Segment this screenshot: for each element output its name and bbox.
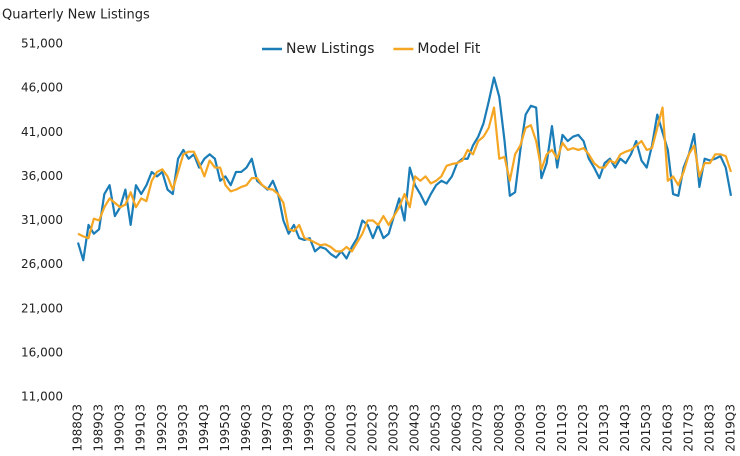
x-tick-label: 2008Q3 bbox=[492, 404, 506, 452]
x-tick-label: 1993Q3 bbox=[176, 404, 190, 452]
x-tick-label: 2005Q3 bbox=[429, 404, 443, 452]
x-tick-label: 2000Q3 bbox=[323, 404, 337, 452]
x-tick-label: 1991Q3 bbox=[134, 404, 148, 452]
y-tick-label: 46,000 bbox=[21, 81, 63, 95]
y-tick-label: 16,000 bbox=[21, 345, 63, 359]
x-tick-label: 1994Q3 bbox=[197, 404, 211, 452]
x-tick-label: 2017Q3 bbox=[681, 404, 695, 452]
x-tick-label: 2013Q3 bbox=[597, 404, 611, 452]
x-tick-label: 2015Q3 bbox=[639, 404, 653, 452]
x-tick-label: 2001Q3 bbox=[344, 404, 358, 452]
x-tick-label: 2014Q3 bbox=[618, 404, 632, 452]
series-line bbox=[76, 76, 733, 262]
x-tick-label: 1998Q3 bbox=[281, 404, 295, 452]
x-tick-label: 1995Q3 bbox=[218, 404, 232, 452]
legend-label: Model Fit bbox=[417, 41, 480, 57]
x-tick-label: 2011Q3 bbox=[555, 404, 569, 452]
x-tick-label: 2016Q3 bbox=[660, 404, 674, 452]
y-tick-label: 11,000 bbox=[21, 390, 63, 404]
x-tick-label: 2019Q3 bbox=[724, 404, 738, 452]
series-line bbox=[77, 106, 733, 253]
y-tick-label: 41,000 bbox=[21, 125, 63, 139]
x-tick-label: 2007Q3 bbox=[471, 404, 485, 452]
x-tick-label: 1988Q3 bbox=[71, 404, 85, 452]
x-tick-label: 2012Q3 bbox=[576, 404, 590, 452]
y-tick-label: 21,000 bbox=[21, 301, 63, 315]
x-tick-label: 1990Q3 bbox=[113, 404, 127, 452]
x-tick-label: 2018Q3 bbox=[702, 404, 716, 452]
x-tick-label: 1997Q3 bbox=[260, 404, 274, 452]
chart-title: Quarterly New Listings bbox=[2, 8, 150, 23]
x-tick-label: 2009Q3 bbox=[513, 404, 527, 452]
y-tick-label: 26,000 bbox=[21, 257, 63, 271]
x-tick-label: 1996Q3 bbox=[239, 404, 253, 452]
x-tick-label: 2010Q3 bbox=[534, 404, 548, 452]
y-tick-label: 36,000 bbox=[21, 169, 63, 183]
x-tick-label: 1992Q3 bbox=[155, 404, 169, 452]
y-tick-label: 31,000 bbox=[21, 213, 63, 227]
legend-label: New Listings bbox=[286, 41, 374, 57]
x-tick-label: 2004Q3 bbox=[408, 404, 422, 452]
x-tick-label: 1989Q3 bbox=[92, 404, 106, 452]
y-tick-label: 51,000 bbox=[21, 37, 63, 51]
x-tick-label: 1999Q3 bbox=[302, 404, 316, 452]
x-tick-label: 2003Q3 bbox=[386, 404, 400, 452]
x-tick-label: 2006Q3 bbox=[450, 404, 464, 452]
x-tick-label: 2002Q3 bbox=[365, 404, 379, 452]
